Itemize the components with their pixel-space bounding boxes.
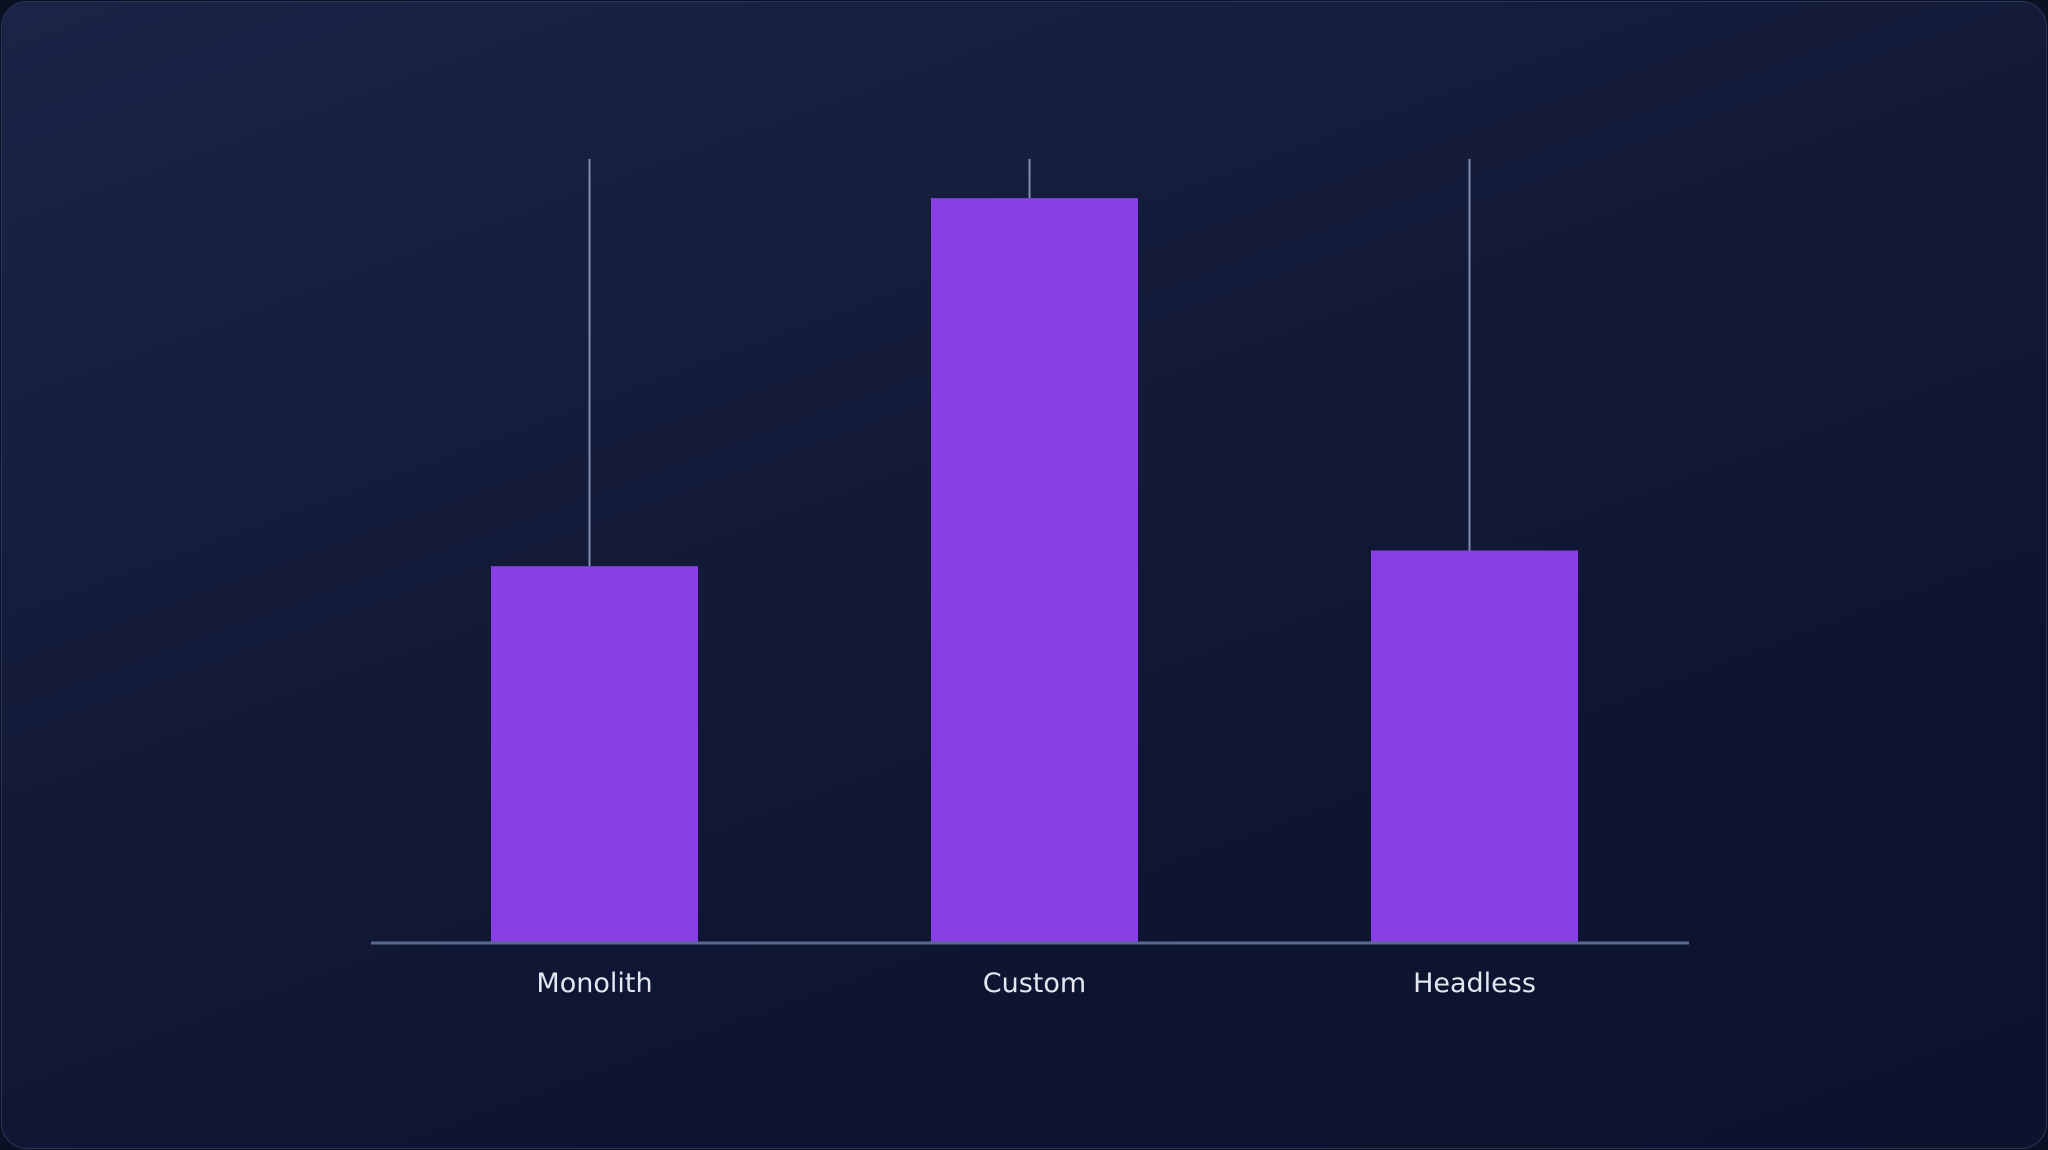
x-tick-label-custom: Custom [983,968,1086,999]
x-tick-label-headless: Headless [1413,968,1536,999]
bar-custom [931,198,1138,942]
x-tick-labels: Monolith Custom Headless [536,968,1536,999]
x-tick-label-monolith: Monolith [536,968,652,999]
bar-monolith [491,566,698,942]
bars [491,198,1578,942]
error-bars [588,159,1471,567]
bar-headless [1371,550,1578,942]
